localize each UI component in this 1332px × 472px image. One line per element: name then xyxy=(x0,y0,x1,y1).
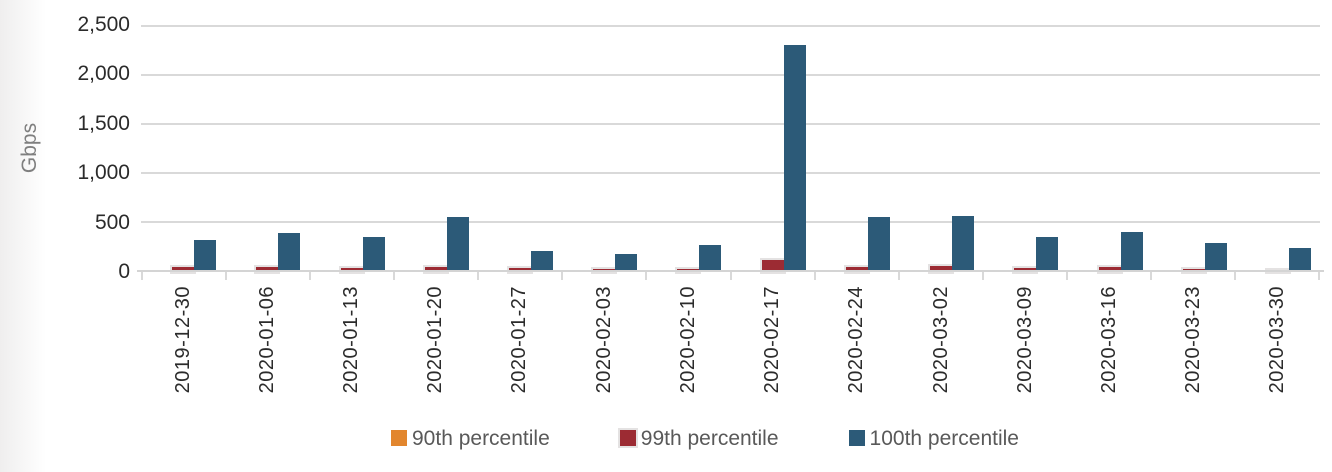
bar-group-2020-01-13 xyxy=(309,25,393,272)
bar-group-2020-03-02 xyxy=(899,25,983,272)
axis-tick xyxy=(897,272,982,280)
y-tick-label: 500 xyxy=(94,210,130,234)
bar-99th-percentile xyxy=(930,265,953,272)
bar-100th-percentile xyxy=(1120,231,1143,272)
axis-tick xyxy=(729,272,814,280)
bar-group-2020-01-20 xyxy=(394,25,478,272)
chart-legend: 90th percentile 99th percentile 100th perc… xyxy=(115,424,1295,454)
x-axis-labels: 2019-12-30 2020-01-06 2020-01-13 2020-01-20… xyxy=(141,286,1320,414)
legend-label: 90th percentile xyxy=(412,427,550,450)
axis-tick xyxy=(1065,272,1150,280)
x-tick-label: 2020-02-03 xyxy=(592,286,615,394)
axis-tick xyxy=(981,272,1066,280)
y-tick-label: 1,500 xyxy=(77,111,130,135)
bar-100th-percentile xyxy=(699,244,722,272)
gridline xyxy=(141,74,1320,76)
bar-100th-percentile xyxy=(952,215,975,272)
y-axis-tick-labels: 2,500 2,000 1,500 1,000 500 0 xyxy=(0,14,130,283)
bar-group-2019-12-30 xyxy=(141,25,225,272)
bar-100th-percentile xyxy=(278,232,301,272)
legend-swatch-icon xyxy=(848,430,865,446)
gridline xyxy=(141,172,1320,174)
bar-100th-percentile xyxy=(615,253,638,272)
gridline xyxy=(141,123,1320,125)
bar-100th-percentile xyxy=(194,239,217,272)
bar-group-2020-01-27 xyxy=(478,25,562,272)
axis-tick xyxy=(561,272,645,280)
gridline xyxy=(141,221,1320,223)
y-tick-label: 2,000 xyxy=(77,62,130,86)
bar-99th-percentile xyxy=(761,260,784,272)
gridline xyxy=(141,25,1320,27)
legend-swatch-icon xyxy=(391,430,407,446)
plot-area xyxy=(137,25,1324,272)
axis-tick xyxy=(141,272,225,280)
bar-100th-percentile xyxy=(530,250,553,272)
x-tick-label: 2020-01-13 xyxy=(340,286,363,394)
bar-group-2020-03-09 xyxy=(983,25,1067,272)
legend-item-90th-percentile: 90th percentile xyxy=(391,427,550,451)
x-tick-label: 2020-02-10 xyxy=(676,286,699,394)
bar-group-2020-03-23 xyxy=(1152,25,1236,272)
x-tick-label: 2019-12-30 xyxy=(171,286,194,394)
axis-tick xyxy=(645,272,729,280)
bar-group-2020-03-30 xyxy=(1236,25,1320,272)
bar-99th-percentile xyxy=(845,266,868,272)
bar-group-2020-02-24 xyxy=(815,25,899,272)
x-axis-line xyxy=(137,270,1324,272)
x-tick-label: 2020-03-23 xyxy=(1182,286,1205,394)
x-tick-label: 2020-01-27 xyxy=(508,286,531,394)
x-axis-ticks xyxy=(141,272,1320,280)
y-tick-label: 1,000 xyxy=(77,161,130,185)
x-tick-label: 2020-02-17 xyxy=(761,286,784,394)
bar-99th-percentile xyxy=(256,267,279,272)
axis-tick xyxy=(225,272,309,280)
bar-group-2020-01-06 xyxy=(225,25,309,272)
legend-label: 100th percentile xyxy=(869,427,1019,450)
x-tick-label: 2020-03-02 xyxy=(929,286,952,394)
bar-100th-percentile xyxy=(1036,236,1059,272)
bar-99th-percentile xyxy=(1098,266,1121,272)
legend-label: 99th percentile xyxy=(640,427,779,450)
axis-tick xyxy=(393,272,477,280)
y-tick-label: 0 xyxy=(118,260,130,283)
bar-group-2020-02-10 xyxy=(646,25,730,272)
x-tick-label: 2020-03-09 xyxy=(1013,286,1036,394)
y-tick-label: 2,500 xyxy=(77,13,130,36)
bar-100th-percentile xyxy=(1204,242,1227,272)
bar-100th-percentile xyxy=(867,216,890,272)
x-tick-label: 2020-03-16 xyxy=(1098,286,1121,394)
x-tick-label: 2020-03-30 xyxy=(1266,286,1289,394)
axis-tick xyxy=(813,272,898,280)
x-tick-label: 2020-02-24 xyxy=(845,286,868,394)
bar-100th-percentile xyxy=(362,237,385,272)
axis-tick xyxy=(477,272,561,280)
bar-99th-percentile xyxy=(424,267,447,272)
axis-tick xyxy=(1234,272,1318,280)
bar-100th-percentile xyxy=(1288,248,1311,272)
axis-tick xyxy=(1149,272,1234,280)
bar-100th-percentile xyxy=(446,217,469,272)
bar-99th-percentile xyxy=(172,267,195,272)
bar-group-2020-02-03 xyxy=(562,25,646,272)
bar-groups xyxy=(141,25,1320,272)
bar-group-2020-02-17 xyxy=(731,25,815,272)
x-tick-label: 2020-01-06 xyxy=(255,286,278,394)
bar-100th-percentile xyxy=(783,44,806,272)
legend-swatch-icon xyxy=(619,430,636,446)
legend-item-100th-percentile: 100th percentile xyxy=(848,427,1019,451)
legend-item-99th-percentile: 99th percentile xyxy=(619,427,779,451)
bar-group-2020-03-16 xyxy=(1067,25,1151,272)
axis-tick xyxy=(309,272,393,280)
x-tick-label: 2020-01-20 xyxy=(424,286,447,394)
